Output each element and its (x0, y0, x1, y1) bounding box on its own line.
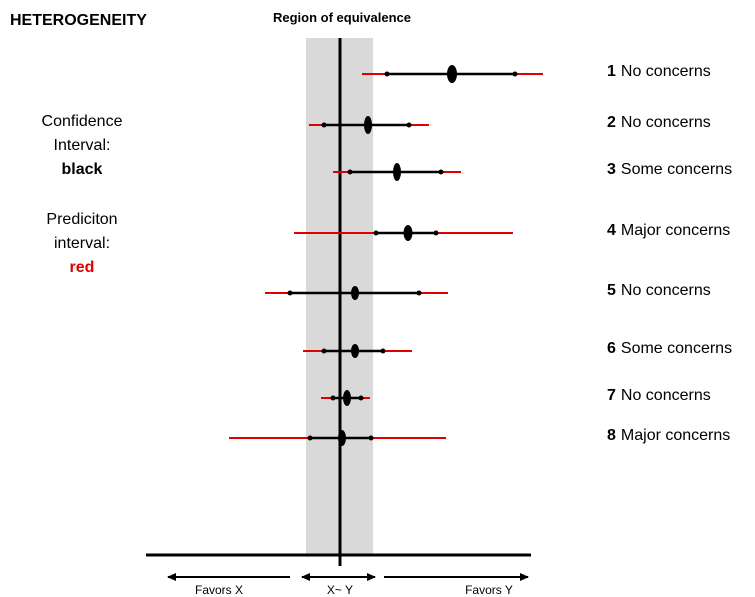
ci-lower-endpoint (321, 348, 327, 354)
point-estimate (351, 344, 359, 358)
ci-lower-endpoint (330, 395, 336, 401)
ci-upper-endpoint (438, 169, 444, 175)
study-row-2 (309, 116, 429, 134)
row-label-4: 4 Major concerns (607, 222, 730, 240)
legend-ci-line1: Confidence (41, 113, 123, 130)
row-number: 1 (607, 63, 616, 80)
study-row-6 (303, 344, 412, 358)
point-estimate (403, 225, 413, 241)
row-concern-level: No concerns (620, 63, 711, 80)
ci-lower-endpoint (347, 169, 353, 175)
study-row-4 (294, 225, 513, 241)
row-number: 6 (607, 340, 616, 357)
ci-lower-endpoint (373, 230, 379, 236)
region-of-equivalence-label: Region of equivalence (273, 10, 411, 25)
row-label-7: 7 No concerns (607, 387, 711, 405)
row-number: 5 (607, 282, 616, 299)
row-label-3: 3 Some concerns (607, 161, 732, 179)
ci-upper-endpoint (358, 395, 364, 401)
equivalence-axis-label: X~ Y (326, 583, 354, 597)
row-label-8: 8 Major concerns (607, 427, 730, 445)
row-concern-level: No concerns (620, 387, 711, 404)
row-number: 4 (607, 222, 616, 239)
study-row-8 (229, 430, 446, 446)
row-label-6: 6 Some concerns (607, 340, 732, 358)
page-title: HETEROGENEITY (10, 12, 147, 29)
legend-ci-color: black (61, 161, 103, 178)
point-estimate (364, 116, 372, 134)
study-row-7 (321, 390, 370, 406)
row-concern-level: Some concerns (620, 340, 733, 357)
legend-pi-line2: interval: (53, 235, 111, 252)
row-concern-level: Major concerns (620, 427, 731, 444)
row-label-1: 1 No concerns (607, 63, 711, 81)
point-estimate (338, 430, 346, 446)
study-row-3 (333, 163, 461, 181)
point-estimate (343, 390, 351, 406)
row-concern-level: No concerns (620, 114, 711, 131)
ci-upper-endpoint (406, 122, 412, 128)
favors-y-label: Favors Y (465, 583, 513, 597)
ci-upper-endpoint (416, 290, 422, 296)
favors-x-label: Favors X (194, 583, 243, 597)
legend-ci-line2: Interval: (53, 137, 111, 154)
ci-upper-endpoint (433, 230, 439, 236)
row-number: 7 (607, 387, 616, 404)
ci-lower-endpoint (384, 71, 390, 77)
study-row-5 (265, 286, 448, 300)
row-number: 2 (607, 114, 616, 131)
row-label-5: 5 No concerns (607, 282, 711, 300)
ci-lower-endpoint (287, 290, 293, 296)
row-number: 3 (607, 161, 616, 178)
row-concern-level: No concerns (620, 282, 711, 299)
row-number: 8 (607, 427, 616, 444)
row-concern-level: Some concerns (620, 161, 733, 178)
legend-pi-line1: Prediciton (46, 211, 118, 228)
ci-upper-endpoint (368, 435, 374, 441)
ci-lower-endpoint (307, 435, 313, 441)
point-estimate (351, 286, 359, 300)
legend-pi-color: red (69, 259, 95, 276)
ci-upper-endpoint (380, 348, 386, 354)
point-estimate (393, 163, 401, 181)
study-row-1 (362, 65, 543, 83)
row-label-2: 2 No concerns (607, 114, 711, 132)
ci-lower-endpoint (321, 122, 327, 128)
ci-upper-endpoint (512, 71, 518, 77)
row-concern-level: Major concerns (620, 222, 731, 239)
point-estimate (447, 65, 457, 83)
